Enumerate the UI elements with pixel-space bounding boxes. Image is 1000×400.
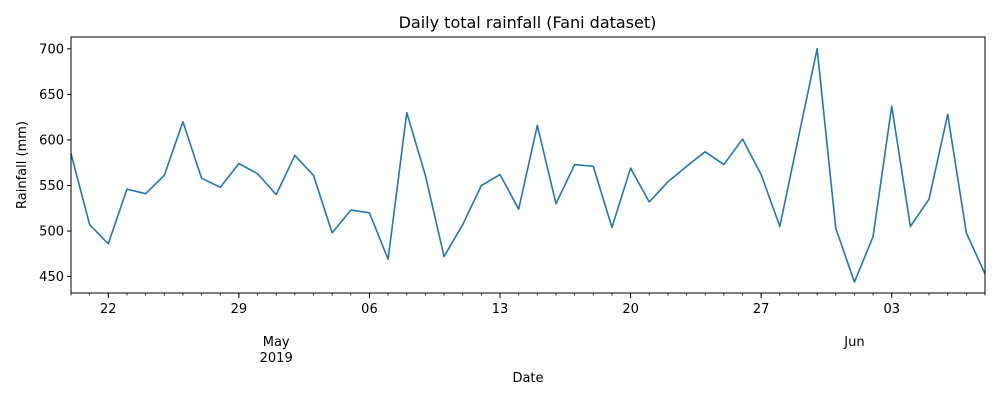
- x-year-label: 2019: [260, 351, 293, 366]
- x-tick-label: 22: [100, 302, 117, 317]
- x-tick-label: 06: [361, 302, 378, 317]
- series-layer: [70, 48, 986, 283]
- y-axis-label: Rainfall (mm): [15, 121, 30, 209]
- plot-frame: [70, 36, 986, 294]
- x-month-label: May: [263, 335, 290, 350]
- y-tick-label: 500: [39, 225, 64, 240]
- y-tick-label: 550: [39, 179, 64, 194]
- x-axis-label: Date: [512, 371, 543, 386]
- y-axis-ticks: 450 500 550 600 650 700: [39, 42, 71, 285]
- y-tick-label: 450: [39, 270, 64, 285]
- chart-title: Daily total rainfall (Fani dataset): [399, 13, 657, 32]
- y-tick-label: 700: [39, 42, 64, 57]
- x-month-label: Jun: [843, 335, 864, 350]
- x-tick-label: 20: [622, 302, 639, 317]
- y-tick-label: 650: [39, 88, 64, 103]
- y-tick-label: 600: [39, 133, 64, 148]
- x-tick-label: 29: [231, 302, 248, 317]
- x-tick-label: 27: [753, 302, 770, 317]
- x-tick-label: 13: [492, 302, 509, 317]
- series-line-0: [70, 48, 986, 283]
- x-tick-label: 03: [883, 302, 900, 317]
- plot-area: 450 500 550 600 650 700 22 29 06 13 20 27 03 May2019…: [39, 36, 986, 366]
